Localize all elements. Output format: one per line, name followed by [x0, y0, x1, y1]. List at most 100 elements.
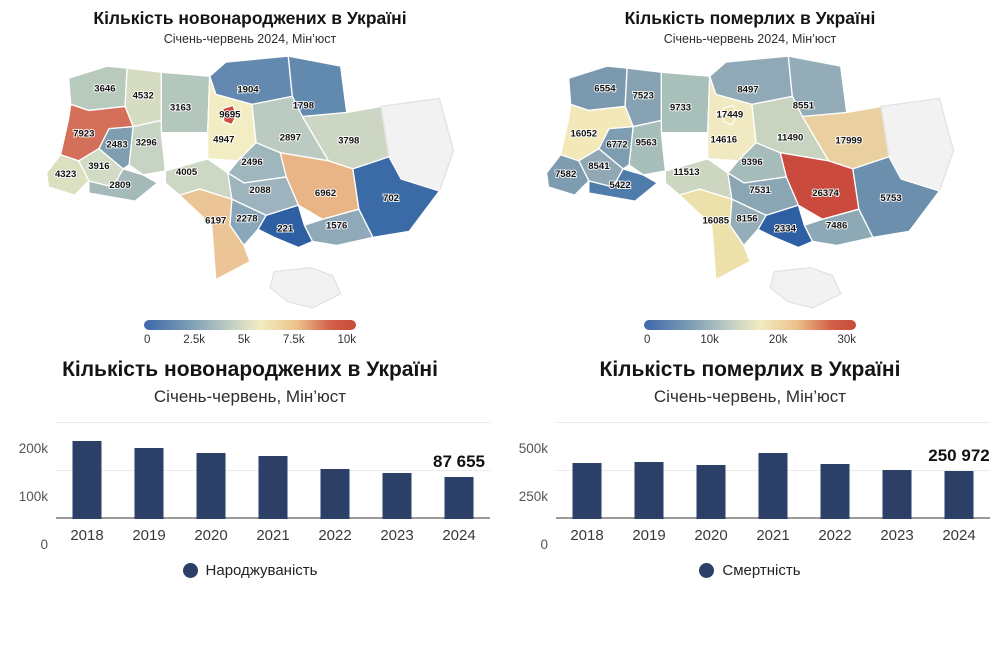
region-zhytomyr: [660, 71, 711, 134]
deaths-colorbar-legend: 0 10k 20k 30k: [644, 320, 856, 346]
value-annotation: 250 972: [928, 445, 990, 465]
region-value-ternopil: 6772: [606, 140, 627, 151]
bar-2021: [758, 452, 788, 519]
region-vinnytsia: [664, 158, 733, 200]
births-colorbar-legend: 0 2.5k 5k 7.5k 10k: [144, 320, 356, 346]
region-value-kyiv_oblast: 4947: [213, 135, 234, 146]
region-value-odesa: 6197: [205, 215, 226, 226]
region-value-zhytomyr: 9733: [670, 102, 691, 113]
region-value-donetsk: 5753: [880, 193, 901, 204]
bar-2023: [882, 470, 912, 519]
deaths-map-subtitle: Січень-червень 2024, Мін’юст: [663, 32, 837, 46]
region-value-odesa: 16085: [702, 215, 729, 226]
region-value-chernivtsi: 2809: [109, 180, 130, 191]
bar-column-2020: [680, 423, 742, 519]
births-chart-subtitle: Січень-червень, Мін’юст: [153, 387, 347, 406]
births-legend: Народжуваність: [0, 562, 500, 579]
births-chart-plot-area: 200k 100k 0 87 655 2018 2019 2020 2021 2022 202…: [0, 422, 500, 552]
region-value-vinnytsia: 4005: [176, 167, 198, 178]
bar-column-2024: 250 972: [928, 423, 990, 519]
region-zakarpattia: [545, 154, 590, 196]
region-value-chernihiv: 1904: [237, 84, 259, 95]
region-value-rivne: 7523: [633, 90, 654, 101]
region-chernivtsi: [88, 168, 158, 202]
deaths-bar-chart-section: Кількість померлих в Україні Січень-черв…: [500, 346, 1000, 579]
bar-column-2019: [618, 423, 680, 519]
colorbar-tick: 7.5k: [282, 334, 305, 346]
region-value-kharkiv: 17999: [835, 136, 862, 147]
y-tick-label: 0: [40, 537, 48, 552]
region-value-sumy: 1798: [293, 100, 315, 111]
births-map-subtitle: Січень-червень 2024, Мін’юст: [163, 32, 337, 46]
bar-column-2024: 87 655: [428, 423, 490, 519]
y-tick-label: 200k: [18, 441, 48, 456]
region-vinnytsia: [164, 158, 233, 200]
y-tick-label: 250k: [518, 489, 548, 504]
region-value-zaporizhzhia: 1576: [326, 220, 347, 231]
y-tick-label: 0: [540, 537, 548, 552]
x-tick-2022: 2022: [818, 527, 852, 544]
births-map-section: Кількість новонароджених в Україні Січен…: [0, 0, 500, 346]
region-kherson: [757, 204, 814, 249]
region-value-kyiv_city: 9695: [219, 110, 241, 121]
bar-column-2020: [180, 423, 242, 519]
region-value-poltava: 11490: [777, 133, 803, 144]
region-value-kherson: 2334: [775, 223, 797, 234]
colorbar-tick: 30k: [837, 334, 856, 346]
x-tick-2024: 2024: [942, 527, 976, 544]
births-legend-dot: [182, 563, 198, 578]
region-value-mykolaiv: 8156: [736, 213, 757, 224]
region-kherson: [257, 204, 314, 249]
ukraine-map-svg: 6554 7523 9733 8497 8551 14616 17449 11490 17999…: [545, 55, 955, 309]
region-value-donetsk: 702: [383, 193, 399, 204]
x-tick-2018: 2018: [570, 527, 604, 544]
region-value-kyiv_city: 17449: [717, 110, 744, 121]
region-value-khmelnytskyi: 3296: [136, 138, 157, 149]
bar-column-2018: [56, 423, 118, 519]
y-tick-label: 100k: [18, 489, 48, 504]
bar-2023: [382, 472, 412, 519]
x-tick-2018: 2018: [70, 527, 104, 544]
region-zakarpattia: [45, 154, 90, 196]
value-annotation: 87 655: [433, 451, 485, 471]
region-value-lviv: 7923: [73, 129, 94, 140]
region-value-chernivtsi: 5422: [609, 180, 630, 191]
births-plot: 87 655: [56, 422, 490, 519]
gridline-200k: [56, 422, 490, 423]
region-kirovohrad: [727, 172, 800, 216]
region-value-khmelnytskyi: 9563: [636, 138, 657, 149]
x-tick-2020: 2020: [194, 527, 228, 544]
bar-column-2018: [556, 423, 618, 519]
births-bar-chart-section: Кількість новонароджених в Україні Січен…: [0, 346, 500, 579]
region-value-ivano_frankivsk: 8541: [588, 161, 610, 172]
region-value-mykolaiv: 2278: [236, 213, 258, 224]
region-value-zaporizhzhia: 7486: [826, 220, 847, 231]
bar-2020: [696, 465, 726, 519]
region-kyiv_city: [722, 104, 738, 126]
births-colorbar-gradient: [144, 320, 356, 330]
region-value-cherkasy: 9396: [741, 157, 762, 168]
infographic: Кількість новонароджених в Україні Січен…: [0, 0, 1000, 579]
region-value-kirovohrad: 7531: [749, 185, 771, 196]
deaths-legend-dot: [699, 563, 715, 578]
region-value-kharkiv: 3798: [338, 136, 360, 147]
region-value-volyn: 6554: [594, 83, 616, 94]
region-value-cherkasy: 2496: [241, 157, 262, 168]
colorbar-tick: 2.5k: [183, 334, 205, 346]
bar-2020: [196, 453, 226, 519]
bar-2022: [820, 463, 850, 519]
bar-column-2023: [366, 423, 428, 519]
births-chart-title: Кількість новонароджених в Україні: [62, 358, 438, 381]
colorbar-tick: 0: [644, 334, 651, 346]
deaths-colorbar-gradient: [644, 320, 856, 330]
deaths-choropleth-map: 6554 7523 9733 8497 8551 14616 17449 11490 17999…: [533, 48, 967, 320]
deaths-legend-label: Смертність: [722, 562, 801, 579]
deaths-chart-subtitle: Січень-червень, Мін’юст: [653, 387, 847, 406]
bar-column-2022: [804, 423, 866, 519]
deaths-colorbar-ticks: 0 10k 20k 30k: [644, 334, 856, 346]
region-crimea: [769, 266, 842, 309]
bar-2022: [320, 468, 350, 519]
births-x-axis: 2018 2019 2020 2021 2022 2023 2024: [56, 527, 490, 544]
region-value-zakarpattia: 7582: [555, 169, 576, 180]
bar-2019: [134, 447, 164, 519]
